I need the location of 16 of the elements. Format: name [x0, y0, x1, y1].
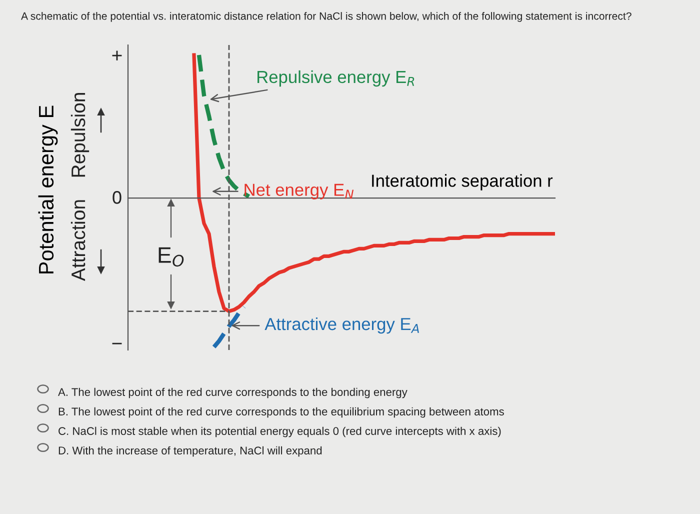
text: D. With the increase of temperature, NaCl will expand	[58, 446, 322, 457]
text: C. NaCl is most stable when its potential energy equals 0 (red curve intercepts with x axis)	[58, 426, 501, 438]
text: Repulsive energy E$_{R}$	[258, 70, 414, 87]
text: +	[112, 50, 122, 60]
text: −	[112, 342, 122, 344]
annotation: E$_{O}$	[158, 247, 184, 267]
x-axis-title: Interatomic separation r	[372, 174, 553, 190]
text: Attraction	[70, 200, 86, 282]
y-axis-title: Potential energy E	[38, 106, 58, 274]
chart-title: A schematic of the potential vs. interatomic distance relation for NaCl is shown below, which of the following statement is incorrect?	[21, 12, 632, 22]
text: Repulsion	[70, 93, 90, 177]
text: B. The lowest point of the red curve corresponds to the equilibrium spacing between atoms	[58, 407, 504, 418]
series-label: Attractive energy E$_{A}$	[264, 317, 419, 334]
text: Net energy E$_{N}$	[244, 184, 354, 200]
text: 0	[112, 191, 122, 204]
text: A. The lowest point of the red curve corresponds to the bonding energy	[58, 388, 408, 398]
